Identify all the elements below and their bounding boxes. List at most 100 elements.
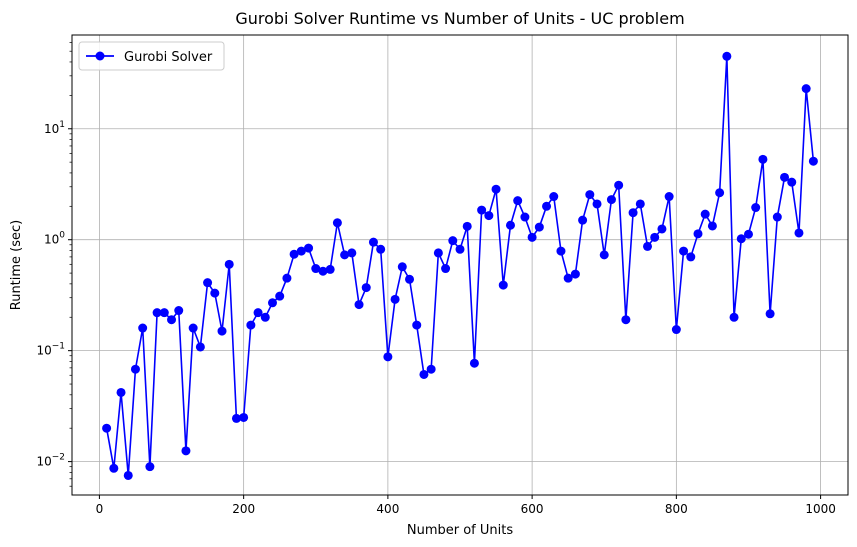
data-point [715,188,725,198]
data-point [628,208,638,218]
data-point [513,196,523,206]
data-point [671,325,681,335]
data-point [318,266,328,276]
data-point [152,308,162,318]
data-point [780,172,790,182]
data-point [433,248,443,258]
data-point [376,244,386,254]
data-point [592,199,602,209]
data-point [606,195,616,205]
data-point [426,364,436,374]
data-point [635,199,645,209]
x-tick-label: 0 [96,502,104,516]
data-point [368,237,378,247]
data-point [361,283,371,293]
x-tick-label: 400 [376,502,399,516]
data-point [275,291,285,301]
data-point [700,209,710,219]
data-point [722,51,732,61]
data-point [527,232,537,242]
data-point [693,229,703,239]
data-point [397,262,407,272]
chart-title: Gurobi Solver Runtime vs Number of Units… [235,9,684,28]
series-layer [102,51,818,480]
data-point [304,243,314,253]
data-point [102,423,112,433]
data-point [123,470,133,480]
x-tick-label: 600 [521,502,544,516]
data-point [599,250,609,260]
data-point [751,203,761,213]
data-point [210,288,220,298]
y-tick-label: 10−1 [36,342,65,358]
data-point [801,84,811,94]
data-point [657,224,667,234]
data-point [707,221,717,231]
data-point [239,412,249,422]
data-point [772,212,782,222]
data-point [643,241,653,251]
data-point [549,192,559,202]
data-point [498,280,508,290]
data-point [231,413,241,423]
data-point [383,352,393,362]
data-point [505,220,515,230]
data-point [578,215,588,225]
data-point [145,462,155,472]
data-point [260,312,270,322]
x-tick-label: 800 [665,502,688,516]
data-point [130,364,140,374]
data-point [477,205,487,215]
data-point [614,180,624,190]
x-tick-label: 200 [232,502,255,516]
data-point [267,298,277,308]
data-point [405,274,415,284]
data-point [808,156,818,166]
data-point [217,326,227,336]
data-point [181,446,191,456]
data-point [520,212,530,222]
data-point [758,154,768,164]
data-point [491,184,501,194]
data-point [563,273,573,283]
y-tick-label: 101 [44,120,65,136]
data-point [224,259,234,269]
data-point [650,232,660,242]
legend-box [78,41,225,71]
data-point [116,387,126,397]
data-point [195,342,205,352]
data-point [534,222,544,232]
data-point [455,244,465,254]
data-point [340,250,350,260]
x-tick-label: 1000 [805,502,836,516]
data-point [556,246,566,256]
y-tick-label: 100 [44,231,65,247]
data-point [203,278,213,288]
data-point [419,369,429,379]
data-point [679,246,689,256]
data-point [282,273,292,283]
data-point [412,320,422,330]
data-point [332,218,342,228]
data-point [296,246,306,256]
data-point [289,249,299,259]
data-point [729,312,739,322]
data-point [765,309,775,319]
data-point [585,190,595,200]
data-point [542,201,552,211]
data-point [469,358,479,368]
data-point [311,264,321,274]
data-point [570,269,580,279]
legend-marker-swatch [95,51,105,61]
data-point [325,264,335,274]
data-point [188,323,198,333]
data-point [253,308,263,318]
data-point [664,192,674,202]
data-point [484,211,494,221]
y-tick-label: 10−2 [36,453,65,469]
legend-entry-gurobi-solver: Gurobi Solver [124,50,213,65]
data-point [138,323,148,333]
data-point [390,294,400,304]
